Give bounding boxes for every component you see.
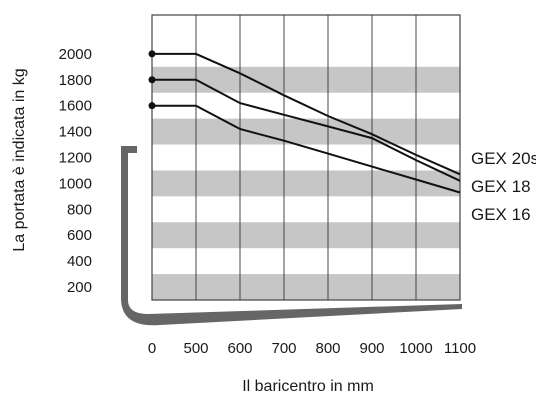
legend-entry: GEX 18 bbox=[471, 177, 531, 196]
grid-band bbox=[152, 274, 460, 300]
grid-bands bbox=[152, 66, 460, 300]
y-tick-label: 1400 bbox=[59, 124, 92, 141]
x-tick-label: 1100 bbox=[444, 340, 476, 357]
series-line-1 bbox=[152, 78, 461, 182]
x-tick-label: 800 bbox=[315, 340, 340, 357]
series-start-point-2 bbox=[148, 102, 156, 110]
series-start-point-1 bbox=[148, 76, 156, 84]
legend-entry: GEX 16 bbox=[471, 205, 531, 224]
grid-band bbox=[152, 170, 460, 197]
vertical-gridlines bbox=[195, 15, 417, 300]
y-tick-label: 2000 bbox=[59, 46, 92, 63]
y-tick-label: 200 bbox=[67, 279, 92, 296]
series-start-point-0 bbox=[148, 50, 156, 58]
grid-band bbox=[152, 66, 460, 93]
x-tick-label: 900 bbox=[359, 340, 384, 357]
y-tick-labels: 200 400 600 800 1000 1200 1400 1600 1800 2000 bbox=[59, 46, 92, 296]
grid-band bbox=[152, 118, 460, 145]
y-tick-label: 1800 bbox=[59, 72, 92, 89]
x-tick-label: 500 bbox=[183, 340, 208, 357]
x-tick-label: 1000 bbox=[399, 340, 432, 357]
y-tick-label: 1000 bbox=[59, 175, 92, 192]
plot-frame bbox=[151, 14, 461, 301]
y-tick-label: 600 bbox=[67, 227, 92, 244]
x-tick-label: 600 bbox=[227, 340, 252, 357]
x-axis-label: Il baricentro in mm bbox=[242, 378, 374, 395]
series-line-2 bbox=[152, 104, 461, 194]
series-line-0 bbox=[152, 52, 461, 176]
legend: GEX 20s GEX 18 GEX 16 bbox=[471, 149, 536, 224]
grid-band bbox=[152, 222, 460, 249]
series-lines bbox=[152, 52, 461, 194]
y-tick-label: 1200 bbox=[59, 150, 92, 167]
y-tick-label: 1600 bbox=[59, 98, 92, 115]
series-start-points bbox=[148, 50, 156, 110]
x-tick-labels: 0 500 600 700 800 900 1000 1100 bbox=[148, 340, 476, 357]
x-tick-label: 0 bbox=[148, 340, 156, 357]
y-tick-label: 400 bbox=[67, 253, 92, 270]
x-tick-label: 700 bbox=[271, 340, 296, 357]
legend-entry: GEX 20s bbox=[471, 149, 536, 168]
y-axis-label: La portata è indicata in kg bbox=[11, 68, 28, 251]
fork-icon bbox=[121, 146, 462, 326]
y-tick-label: 800 bbox=[67, 201, 92, 218]
